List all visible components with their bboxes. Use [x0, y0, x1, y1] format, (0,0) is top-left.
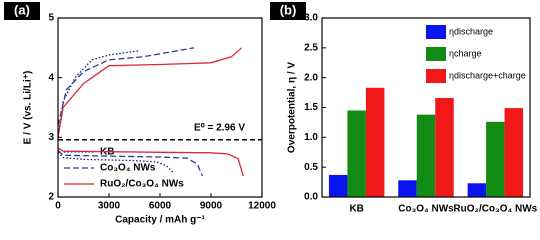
legend-label: ηcharge: [449, 48, 482, 58]
y-tick-label: 1.5: [304, 102, 318, 113]
y-axis-title: E / V (vs. Li/Li⁺): [23, 71, 34, 145]
x-tick-label: RuO₂/Co₃O₄ NWs: [453, 204, 537, 215]
series-line: [57, 47, 244, 177]
x-tick-label: KB: [349, 204, 363, 215]
y-axis-title: Overpotential, η / V: [287, 62, 298, 153]
y-tick-label: 2.5: [304, 42, 318, 53]
x-tick-label: 3000: [98, 201, 121, 212]
reference-label: E⁰ = 2.96 V: [194, 122, 245, 133]
panel-label: (a): [14, 2, 30, 17]
legend-label: Co₃O₄ NWs: [100, 163, 156, 174]
x-tick-label: Co₃O₄ NWs: [398, 204, 454, 215]
y-tick-label: 0.0: [304, 192, 318, 203]
series-line: [57, 50, 175, 174]
legend-label: ηdischarge+charge: [449, 70, 526, 80]
bar: [347, 110, 366, 197]
figure: (a) 2 3 4 5 E / V (vs. Li/Li⁺) 0 3000 6000 9000 12…: [4, 2, 538, 226]
legend-label: RuO₂/Co₃O₄ NWs: [100, 179, 184, 190]
bar: [435, 97, 454, 197]
bar: [486, 121, 505, 197]
x-tick-label: 9000: [200, 201, 223, 212]
y-tick-label: 2.0: [304, 72, 318, 83]
x-tick-label: 12000: [248, 201, 276, 212]
legend-swatch: [426, 69, 446, 83]
panel-label-box: [270, 2, 306, 20]
bar: [365, 87, 385, 197]
x-tick-label: 0: [55, 201, 61, 212]
y-tick-label: 3: [48, 132, 54, 143]
x-axis-title: Capacity / mAh g⁻¹: [115, 215, 205, 226]
y-tick-label: 2: [48, 192, 54, 203]
legend-swatch: [426, 47, 446, 61]
bar: [467, 183, 487, 197]
panel-label: (b): [280, 2, 297, 17]
plot-frame: [57, 17, 263, 198]
series-line: [57, 47, 204, 177]
y-tick-label: 5: [48, 13, 54, 24]
panel-label-box: [4, 2, 40, 20]
bar: [398, 180, 417, 197]
legend-swatch: [426, 25, 446, 39]
y-tick-label: 1.0: [304, 132, 318, 143]
legend-label: ηdischarge: [449, 26, 493, 36]
bar: [416, 114, 436, 197]
y-tick-label: 4: [48, 72, 54, 83]
bar: [328, 174, 348, 197]
bar: [504, 108, 524, 197]
y-tick-label: 3.0: [304, 13, 318, 24]
x-tick-label: 6000: [149, 201, 172, 212]
plot-frame: [321, 17, 531, 198]
y-tick-label: 0.5: [304, 162, 318, 173]
